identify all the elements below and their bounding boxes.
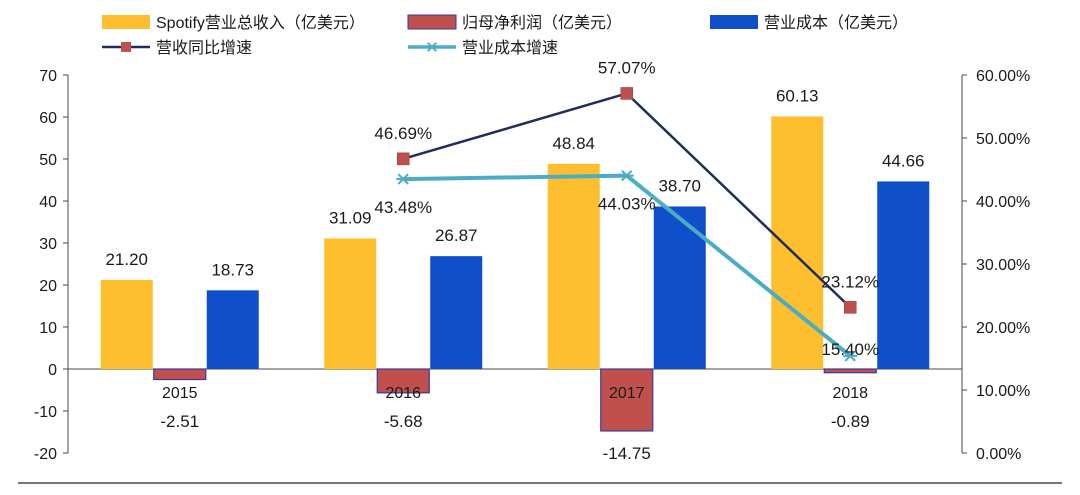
- data-label-operating-cost: 18.73: [211, 260, 254, 279]
- bar-net-profit: [823, 368, 877, 374]
- y-right-tick-label: 30.00%: [976, 257, 1030, 274]
- x-tick-label: 2015: [162, 385, 198, 402]
- y-left-tick-label: 70: [39, 68, 57, 85]
- marker-cost-growth: [396, 173, 411, 185]
- y-left-tick-label: 60: [39, 110, 57, 127]
- legend-marker: [121, 42, 131, 52]
- legend-label: 归母净利润（亿美元）: [462, 14, 622, 32]
- marker-stroke: [397, 173, 409, 185]
- marker-stroke: [621, 170, 633, 182]
- data-label-revenue-growth: 23.12%: [821, 272, 879, 291]
- data-label-net-profit: -14.75: [603, 444, 651, 463]
- data-label-cost-growth: 43.48%: [374, 198, 432, 217]
- data-label-revenue-growth: 46.69%: [374, 124, 432, 143]
- bar-net-profit: [153, 368, 207, 381]
- data-label-operating-cost: 44.66: [882, 151, 925, 170]
- legend-swatch: [710, 15, 758, 29]
- legend-label: 营业成本（亿美元）: [764, 14, 908, 32]
- y-right-tick-label: 60.00%: [976, 68, 1030, 85]
- y-left-tick-label: 30: [39, 236, 57, 253]
- bar-revenue: [771, 116, 824, 369]
- y-left-tick-label: -20: [34, 446, 57, 463]
- legend-swatch: [407, 14, 457, 30]
- legend-item: 营收同比增速: [102, 39, 252, 57]
- bar-operating-cost: [430, 256, 483, 369]
- lines: [396, 87, 858, 362]
- data-label-net-profit: -0.89: [831, 412, 870, 431]
- marker-cost-growth: [619, 170, 634, 182]
- data-label-revenue-growth: 57.07%: [598, 58, 656, 77]
- data-labels: 2015 2016 2017 2018 21.20 18.73 -2.51 31.09 26.8…: [105, 58, 924, 462]
- bar-revenue: [547, 163, 600, 369]
- data-label-cost-growth: 44.03%: [598, 195, 656, 214]
- legend-item: Spotify营业总收入（亿美元）: [102, 14, 365, 32]
- bar-operating-cost: [206, 290, 259, 369]
- y-left-tick-label: 50: [39, 152, 57, 169]
- data-label-operating-cost: 38.70: [658, 176, 701, 195]
- data-label-revenue: 48.84: [552, 134, 595, 153]
- legend-label: 营业成本增速: [462, 39, 558, 57]
- y-right-tick-label: 40.00%: [976, 194, 1030, 211]
- x-tick-label: 2016: [385, 385, 421, 402]
- y-right-tick-label: 50.00%: [976, 131, 1030, 148]
- data-label-revenue: 60.13: [776, 86, 819, 105]
- x-tick-label: 2017: [609, 385, 645, 402]
- legend-item: 营业成本（亿美元）: [710, 14, 908, 32]
- marker-revenue-growth: [844, 301, 857, 314]
- y-left-tick-label: -10: [34, 404, 57, 421]
- data-label-net-profit: -2.51: [160, 412, 199, 431]
- legend-item: 营业成本增速: [408, 39, 558, 57]
- legend: Spotify营业总收入（亿美元） 归母净利润（亿美元） 营业成本（亿美元） 营收同比…: [102, 14, 908, 57]
- bar-net-profit: [376, 368, 430, 394]
- marker-stroke: [844, 350, 856, 362]
- y-left-tick-label: 10: [39, 320, 57, 337]
- data-label-cost-growth: 15.40%: [821, 340, 879, 359]
- legend-label: 营收同比增速: [156, 39, 252, 57]
- bar-revenue: [324, 238, 377, 369]
- marker-cost-growth: [843, 350, 858, 362]
- y-left-tick-label: 0: [48, 362, 57, 379]
- marker-revenue-growth: [620, 87, 633, 100]
- legend-label: Spotify营业总收入（亿美元）: [156, 14, 365, 32]
- data-label-operating-cost: 26.87: [435, 226, 478, 245]
- legend-marker-stroke: [427, 42, 437, 52]
- x-tick-label: 2018: [832, 385, 868, 402]
- bar-revenue: [100, 279, 153, 369]
- bar-net-profit: [600, 368, 654, 432]
- legend-swatch: [102, 15, 150, 29]
- marker-revenue-growth: [397, 152, 410, 166]
- legend-item: 归母净利润（亿美元）: [407, 14, 622, 32]
- data-label-revenue: 21.20: [105, 250, 148, 269]
- bar-operating-cost: [877, 181, 930, 369]
- y-right-tick-label: 10.00%: [976, 383, 1030, 400]
- axes: 70 60 50 40 30 20 10 0 -10 -20 60.00% 50.00% 40.00% 3…: [18, 68, 1062, 484]
- y-right-tick-label: 20.00%: [976, 320, 1030, 337]
- y-left-tick-label: 20: [39, 278, 57, 295]
- y-right-tick-label: 0.00%: [976, 446, 1021, 463]
- data-label-net-profit: -5.68: [384, 412, 423, 431]
- data-label-revenue: 31.09: [329, 208, 372, 227]
- y-left-tick-label: 40: [39, 194, 57, 211]
